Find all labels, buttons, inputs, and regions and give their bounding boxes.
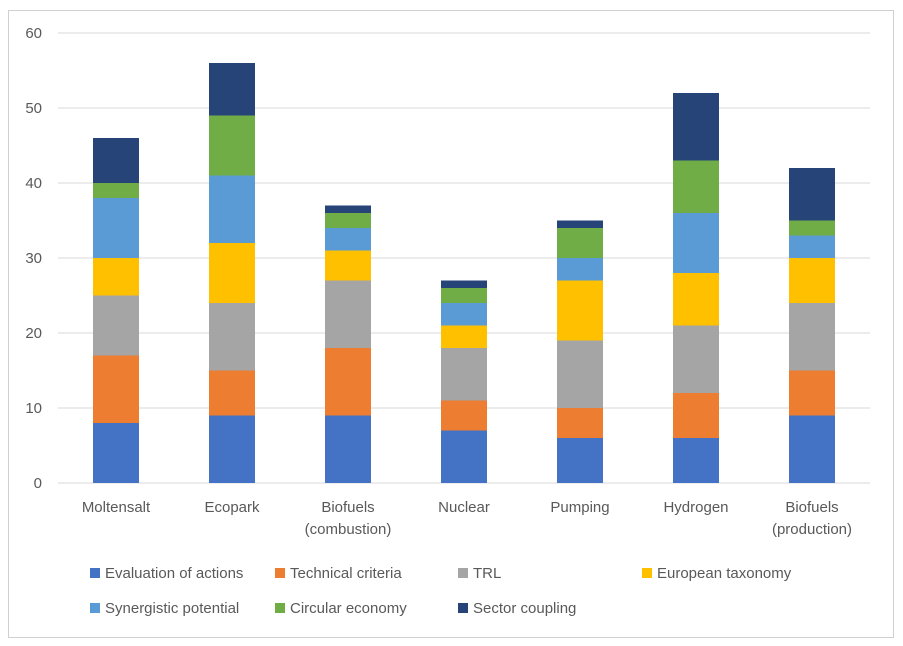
- legend-label: TRL: [473, 565, 501, 582]
- x-tick-label: Ecopark: [204, 499, 260, 516]
- legend-label: European taxonomy: [657, 565, 792, 582]
- legend-label: Sector coupling: [473, 600, 576, 617]
- legend-label: Circular economy: [290, 600, 407, 617]
- x-tick-label-line: Hydrogen: [663, 499, 728, 516]
- bar-segment: [441, 325, 487, 348]
- bar-segment: [209, 175, 255, 243]
- bar-segment: [441, 430, 487, 483]
- bar-segment: [209, 63, 255, 116]
- legend-swatch: [275, 568, 285, 578]
- bar-segment: [93, 198, 139, 258]
- bar-segment: [93, 423, 139, 483]
- legend-label: Evaluation of actions: [105, 565, 243, 582]
- x-tick-label-line: Biofuels: [785, 499, 838, 516]
- bar-segment: [673, 273, 719, 326]
- x-tick-label-line: (combustion): [305, 521, 392, 538]
- bar-segment: [673, 393, 719, 438]
- x-tick-label-line: Moltensalt: [82, 499, 151, 516]
- legend-swatch: [90, 568, 100, 578]
- bar-segment: [673, 93, 719, 161]
- bar-segment: [93, 138, 139, 183]
- bar-segment: [441, 400, 487, 431]
- bar-segment: [557, 228, 603, 258]
- legend-swatch: [275, 603, 285, 613]
- bar-segment: [325, 415, 371, 483]
- bar-segment: [441, 303, 487, 326]
- bar-segment: [209, 415, 255, 483]
- legend-label: Synergistic potential: [105, 600, 239, 617]
- y-tick-label: 0: [34, 475, 42, 492]
- bar-segment: [209, 303, 255, 371]
- y-axis: 0 10 20 30 40 50 60: [25, 25, 42, 492]
- bar-segment: [557, 280, 603, 341]
- y-tick-label: 40: [25, 175, 42, 192]
- bar-segment: [93, 183, 139, 198]
- bar-segment: [325, 228, 371, 251]
- bar-segment: [557, 220, 603, 228]
- bar-segment: [789, 303, 835, 371]
- legend-swatch: [458, 568, 468, 578]
- x-tick-label-line: (production): [772, 521, 852, 538]
- bar-segment: [789, 258, 835, 303]
- bar-segment: [673, 325, 719, 393]
- bar-segment: [325, 348, 371, 416]
- x-tick-label: Hydrogen: [663, 499, 728, 516]
- bar-segment: [209, 243, 255, 303]
- legend-label: Technical criteria: [290, 565, 402, 582]
- bar-segment: [325, 250, 371, 281]
- bar-segment: [789, 370, 835, 416]
- y-tick-label: 60: [25, 25, 42, 42]
- x-tick-label: Pumping: [550, 499, 609, 516]
- bar-segment: [325, 213, 371, 228]
- x-tick-label-line: Nuclear: [438, 499, 490, 516]
- bar-segment: [441, 348, 487, 401]
- bar-segment: [789, 168, 835, 221]
- legend-swatch: [642, 568, 652, 578]
- bar-segment: [209, 370, 255, 416]
- bar-segment: [789, 235, 835, 258]
- bar-segment: [325, 280, 371, 348]
- legend: Evaluation of actions Technical criteria T…: [90, 565, 792, 617]
- x-tick-label-line: Biofuels: [321, 499, 374, 516]
- y-tick-label: 30: [25, 250, 42, 267]
- bar-segment: [441, 288, 487, 303]
- gridlines: [58, 32, 870, 484]
- bar-segment: [93, 258, 139, 296]
- bar-segment: [209, 115, 255, 176]
- y-tick-label: 10: [25, 400, 42, 417]
- bar-segment: [673, 438, 719, 483]
- y-tick-label: 20: [25, 325, 42, 342]
- x-axis: Moltensalt Ecopark Biofuels (combustion) Nuc…: [82, 499, 852, 538]
- legend-swatch: [90, 603, 100, 613]
- bar-segment: [557, 408, 603, 438]
- bar-segment: [673, 213, 719, 273]
- bar-segment: [325, 205, 371, 213]
- x-tick-label-line: Ecopark: [204, 499, 260, 516]
- bars: [93, 63, 835, 483]
- bar-segment: [557, 340, 603, 408]
- bar-segment: [789, 220, 835, 236]
- bar-segment: [93, 295, 139, 356]
- x-tick-label: Nuclear: [438, 499, 490, 516]
- bar-segment: [441, 280, 487, 288]
- x-tick-label: Moltensalt: [82, 499, 151, 516]
- bar-segment: [789, 415, 835, 483]
- bar-segment: [557, 438, 603, 483]
- x-tick-label: Biofuels (combustion): [305, 499, 392, 538]
- bar-segment: [557, 258, 603, 281]
- x-tick-label-line: Pumping: [550, 499, 609, 516]
- bar-segment: [673, 160, 719, 213]
- x-tick-label: Biofuels (production): [772, 499, 852, 538]
- y-tick-label: 50: [25, 100, 42, 117]
- legend-swatch: [458, 603, 468, 613]
- bar-segment: [93, 355, 139, 423]
